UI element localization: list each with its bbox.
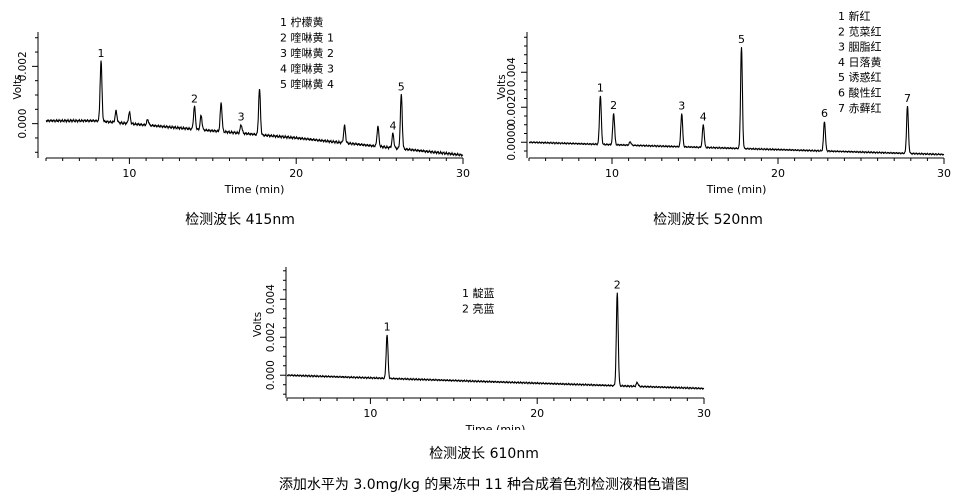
x-tick-label: 10 — [363, 407, 377, 420]
peak-label: 5 — [398, 80, 405, 93]
peak-label: 3 — [238, 111, 245, 124]
peak-label: 1 — [384, 321, 391, 334]
peak-label: 4 — [389, 120, 396, 133]
x-tick-label: 30 — [456, 167, 470, 180]
signal-trace — [45, 60, 464, 157]
y-tick-label: 0.004 — [265, 284, 277, 314]
x-tick-label: 30 — [937, 167, 951, 180]
caption-520nm: 检测波长 520nm — [653, 212, 763, 228]
y-tick-label: 0.002 — [265, 322, 277, 352]
legend-entry: 1 柠檬黄 — [280, 15, 324, 29]
y-axis-title: Volts — [12, 74, 24, 99]
peak-label: 7 — [904, 92, 911, 105]
legend-entry: 6 酸性红 — [838, 86, 882, 100]
legend-entry: 2 亮蓝 — [462, 302, 495, 316]
legend-entry: 3 喹啉黄 2 — [280, 46, 334, 60]
legend-entry: 5 喹啉黄 4 — [280, 77, 334, 91]
peak-label: 1 — [597, 81, 604, 94]
chromatogram-415nm: 10 20 30 Time (min) 0.000 0.002 Volts 1 2 3 4 5 1 柠檬… — [0, 0, 484, 204]
x-tick-label: 20 — [289, 167, 303, 180]
legend-entry: 4 喹啉黄 3 — [280, 62, 334, 76]
x-tick-label: 10 — [605, 167, 619, 180]
legend-entry: 4 日落黄 — [838, 55, 882, 69]
legend-entry: 5 诱惑红 — [838, 70, 882, 84]
legend-entry: 1 新红 — [838, 9, 871, 23]
y-tick-label: 0.002 — [17, 51, 29, 81]
legend-entry: 2 喹啉黄 1 — [280, 31, 334, 45]
x-axis-title: Time (min) — [465, 423, 526, 430]
y-axis-title: Volts — [496, 74, 508, 99]
legend-entry: 1 靛蓝 — [462, 286, 495, 300]
peak-label: 3 — [678, 100, 685, 113]
x-axis-title: Time (min) — [224, 183, 285, 196]
legend-entry: 7 赤藓红 — [838, 102, 882, 115]
legend-entry: 3 胭脂红 — [838, 40, 882, 54]
peak-label: 1 — [98, 47, 105, 60]
caption-415nm: 检测波长 415nm — [185, 212, 295, 228]
peak-label: 2 — [610, 99, 617, 112]
peak-label: 4 — [700, 111, 707, 124]
peak-label: 6 — [821, 107, 828, 120]
y-tick-label: 0.000 — [17, 109, 29, 139]
figure-caption: 添加水平为 3.0mg/kg 的果冻中 11 种合成着色剂检测液相色谱图 — [278, 477, 690, 493]
x-tick-label: 10 — [122, 167, 136, 180]
caption-610nm: 检测波长 610nm — [429, 446, 539, 462]
peak-label: 2 — [614, 279, 621, 292]
peak-label: 5 — [738, 33, 745, 46]
legend-entry: 2 苋菜红 — [838, 25, 882, 38]
y-tick-label: 0.004 — [506, 57, 518, 87]
x-tick-label: 30 — [697, 407, 711, 420]
x-tick-label: 20 — [530, 407, 544, 420]
signal-trace — [528, 47, 945, 156]
x-tick-label: 20 — [771, 167, 785, 180]
y-axis-title: Volts — [252, 312, 264, 337]
chromatogram-520nm: 10 20 30 Time (min) 0.0000 0.0020 0.004 Volts 1 2… — [484, 0, 969, 204]
y-tick-label: 0.000 — [265, 360, 277, 390]
peak-label: 2 — [191, 92, 198, 105]
y-tick-label: 0.0020 — [506, 89, 518, 126]
x-axis-title: Time (min) — [706, 183, 767, 196]
y-tick-label: 0.0000 — [506, 124, 518, 161]
signal-trace — [286, 292, 705, 391]
chromatogram-610nm: 10 20 30 Time (min) 0.000 0.002 0.004 Volts 1 2 1 … — [240, 255, 724, 436]
